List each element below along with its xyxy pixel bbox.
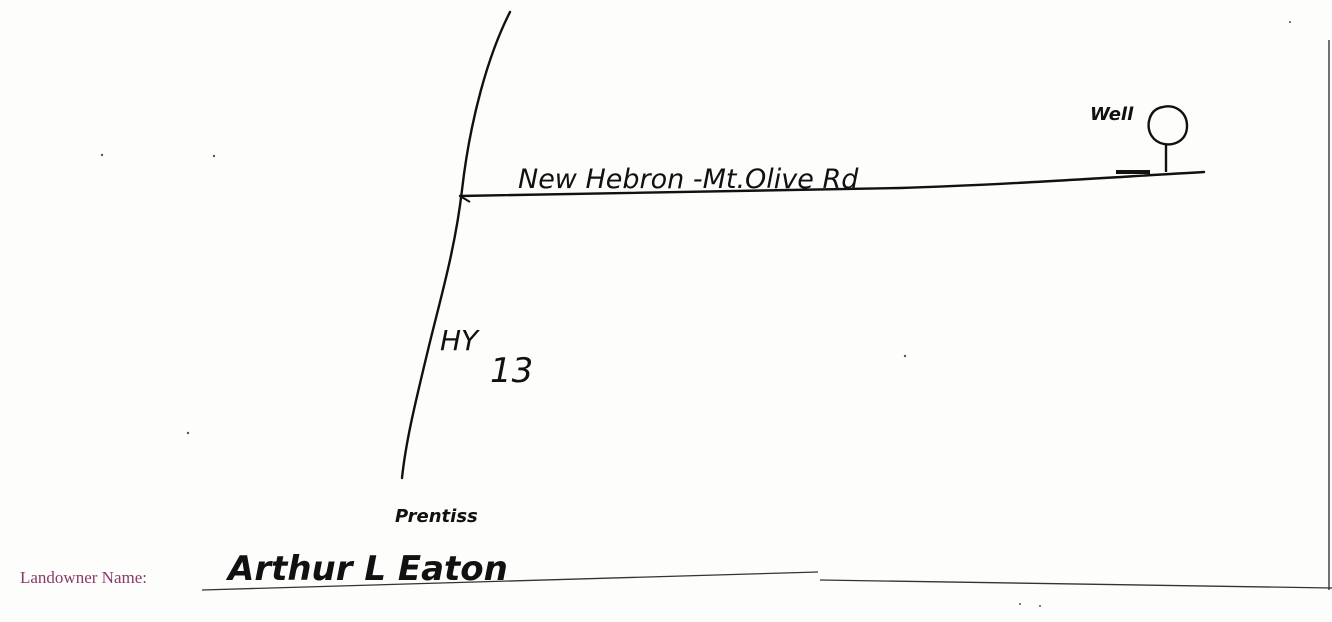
road-line xyxy=(458,170,1206,198)
highway-label-prefix: HY xyxy=(440,324,480,357)
form-bottom-rule xyxy=(819,579,1332,589)
town-label: Prentiss xyxy=(395,506,478,527)
scan-specks xyxy=(100,21,1291,607)
highway-line xyxy=(400,10,512,480)
well-label: Well xyxy=(1090,104,1134,125)
landowner-signature: Arthur L Eaton xyxy=(225,549,508,589)
highway-number: 13 xyxy=(490,351,533,391)
road-end-mark xyxy=(459,195,471,203)
landowner-name-label: Landowner Name: xyxy=(20,568,147,587)
well-icon xyxy=(1116,105,1189,174)
signature-line xyxy=(201,571,819,591)
road-label: New Hebron -Mt.Olive Rd xyxy=(518,164,859,195)
